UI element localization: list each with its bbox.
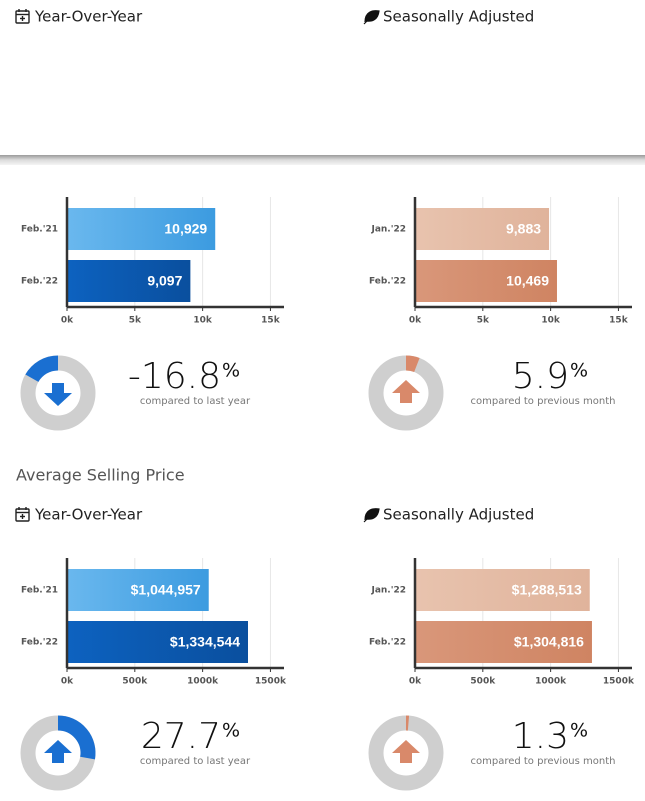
change-unit: % [570, 720, 588, 742]
x-tick-label: 500k [122, 677, 148, 687]
bar-value-label: $1,288,513 [512, 582, 582, 598]
x-tick-label: 1000k [187, 677, 219, 687]
y-tick-label: Jan.'22 [370, 586, 406, 596]
x-tick-label: 0k [409, 316, 422, 326]
bar [415, 621, 592, 663]
bar-value-label: $1,044,957 [131, 582, 201, 598]
x-tick-label: 1500k [603, 677, 635, 687]
bar [67, 569, 209, 611]
y-tick-label: Feb.'21 [21, 225, 58, 235]
bar [415, 260, 557, 302]
change-unit: % [570, 360, 588, 382]
donut-arc [25, 355, 59, 383]
donut-arc [57, 715, 96, 760]
bar-value-label: 9,883 [506, 221, 541, 237]
y-tick-label: Feb.'22 [21, 277, 58, 287]
change-unit: % [222, 720, 240, 742]
calendar-icon [15, 507, 30, 522]
y-tick-label: Feb.'22 [369, 277, 406, 287]
section-title: Average Selling Price [16, 466, 185, 485]
x-tick-label: 500k [470, 677, 496, 687]
x-tick-label: 5k [477, 316, 490, 326]
heading: Year-Over-Year [34, 506, 143, 524]
x-tick-label: 0k [61, 316, 74, 326]
separator [0, 155, 645, 165]
change-unit: % [222, 360, 240, 382]
bar [415, 569, 590, 611]
x-tick-label: 5k [129, 316, 142, 326]
bar [67, 208, 216, 250]
bar [415, 208, 550, 250]
change-value: 1.3 [512, 716, 569, 757]
change-caption: compared to previous month [470, 396, 615, 407]
y-tick-label: Jan.'22 [370, 225, 406, 235]
heading: Seasonally Adjusted [383, 8, 534, 26]
change-caption: compared to last year [140, 756, 251, 767]
y-tick-label: Feb.'22 [369, 638, 406, 648]
change-value: 27.7 [141, 716, 221, 757]
x-tick-label: 15k [261, 316, 281, 326]
bar-value-label: 10,929 [164, 221, 207, 237]
trend-arrow [392, 380, 420, 403]
trend-arrow [44, 383, 72, 406]
y-tick-label: Feb.'21 [21, 586, 58, 596]
heading: Seasonally Adjusted [383, 506, 534, 524]
bar-value-label: $1,304,816 [514, 634, 584, 650]
x-tick-label: 0k [409, 677, 422, 687]
donut-arc [405, 355, 420, 373]
x-tick-label: 0k [61, 677, 74, 687]
calendar-icon [15, 9, 30, 24]
change-caption: compared to last year [140, 396, 251, 407]
bar [67, 260, 191, 302]
bar-value-label: $1,334,544 [170, 634, 240, 650]
leaf-icon [363, 508, 380, 523]
change-value: -16.8 [128, 356, 221, 397]
trend-arrow [392, 740, 420, 763]
x-tick-label: 10k [541, 316, 561, 326]
y-tick-label: Feb.'22 [21, 638, 58, 648]
x-tick-label: 1500k [255, 677, 287, 687]
change-value: 5.9 [512, 356, 569, 397]
trend-arrow [44, 740, 72, 763]
x-tick-label: 1000k [535, 677, 567, 687]
x-tick-label: 15k [609, 316, 629, 326]
heading: Year-Over-Year [34, 8, 143, 26]
change-caption: compared to previous month [470, 756, 615, 767]
bar [67, 621, 248, 663]
bar-value-label: 10,469 [506, 273, 549, 289]
leaf-icon [363, 10, 380, 25]
bar-value-label: 9,097 [147, 273, 182, 289]
x-tick-label: 10k [193, 316, 213, 326]
